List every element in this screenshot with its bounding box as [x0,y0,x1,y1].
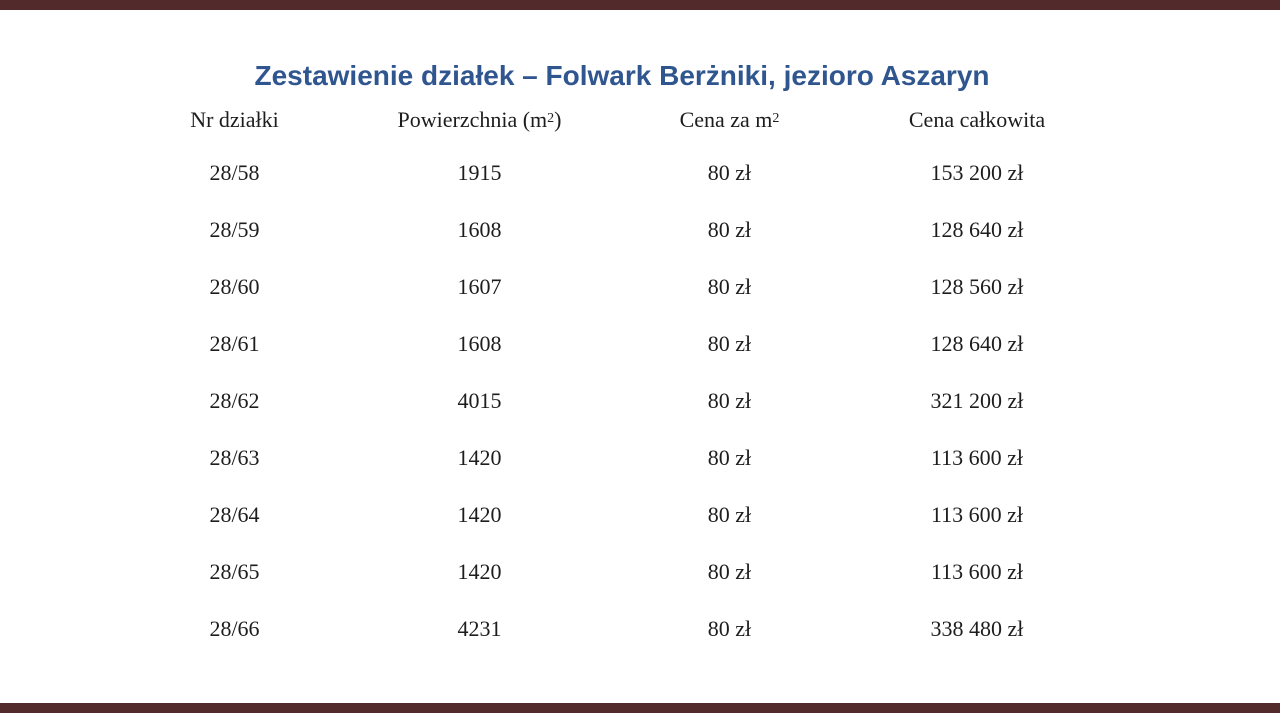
cell-plot-number: 28/63 [209,444,260,470]
cell-total-price: 128 640 zł [930,330,1024,356]
cell-plot-number: 28/59 [209,216,260,242]
top-accent-bar [0,0,1280,10]
page-title: Zestawienie działek – Folwark Berżniki, … [254,60,990,91]
cell-area: 1915 [457,159,502,185]
cell-total-price: 321 200 zł [930,387,1024,413]
cell-plot-number: 28/58 [209,159,260,185]
cell-plot-number: 28/60 [209,273,260,299]
cell-price-per-m2: 80 zł [707,444,752,470]
cell-plot-number: 28/61 [209,330,260,356]
cell-plot-number: 28/62 [209,387,260,413]
cell-area: 4015 [457,387,502,413]
cell-total-price: 113 600 zł [930,501,1024,527]
cell-total-price: 128 560 zł [930,273,1024,299]
cell-total-price: 113 600 zł [930,444,1024,470]
cell-price-per-m2: 80 zł [707,330,752,356]
cell-plot-number: 28/65 [209,558,260,584]
cell-price-per-m2: 80 zł [707,387,752,413]
cell-plot-number: 28/66 [209,615,260,641]
cell-area: 1420 [457,444,502,470]
cell-total-price: 153 200 zł [930,159,1024,185]
cell-total-price: 338 480 zł [930,615,1024,641]
cell-area: 1607 [457,273,502,299]
header-area-text: Powierzchnia (m [397,107,548,132]
cell-price-per-m2: 80 zł [707,501,752,527]
cell-price-per-m2: 80 zł [707,558,752,584]
header-area-close-paren: ) [554,107,562,132]
cell-price-per-m2: 80 zł [707,615,752,641]
header-cell-total-price: Cena całkowita [908,107,1046,132]
cell-total-price: 113 600 zł [930,558,1024,584]
cell-area: 1608 [457,216,502,242]
cell-area: 1608 [457,330,502,356]
cell-area: 4231 [457,615,502,641]
cell-plot-number: 28/64 [209,501,260,527]
header-cell-plot-number: Nr działki [190,107,279,132]
header-cell-area: Powierzchnia (m 2) [397,107,562,132]
cell-area: 1420 [457,501,502,527]
cell-price-per-m2: 80 zł [707,216,752,242]
cell-price-per-m2: 80 zł [707,273,752,299]
header-price-text: Cena za m [679,107,773,132]
bottom-accent-bar [0,703,1280,713]
cell-total-price: 128 640 zł [930,216,1024,242]
cell-area: 1420 [457,558,502,584]
cell-price-per-m2: 80 zł [707,159,752,185]
